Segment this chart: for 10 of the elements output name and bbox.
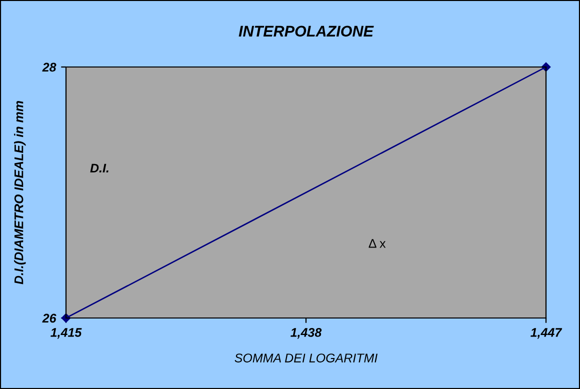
x-axis-title: SOMMA DEI LOGARITMI — [234, 354, 378, 362]
annotation: D.I. — [90, 164, 108, 172]
x-tick-label: 1,438 — [290, 328, 322, 339]
y-tick-label: 26 — [42, 314, 56, 323]
x-tick-label: 1,447 — [530, 328, 562, 339]
x-tick-label: 1,415 — [50, 328, 82, 339]
chart-title: INTERPOLAZIONE — [238, 26, 374, 37]
y-axis-title: D.I.(DIAMETRO IDEALE) in mm — [14, 101, 26, 284]
annotation: Δ x — [368, 239, 386, 248]
y-tick-label: 28 — [42, 62, 56, 72]
